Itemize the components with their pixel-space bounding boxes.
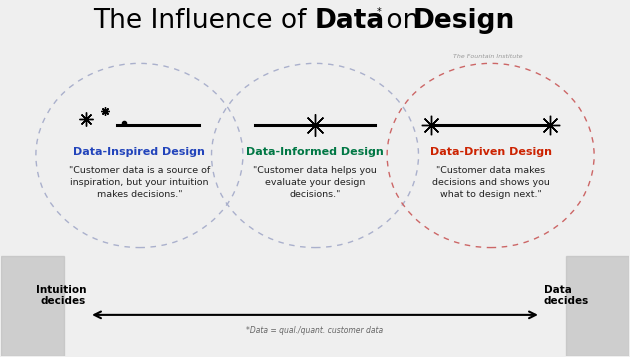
Text: *Data = qual./quant. customer data: *Data = qual./quant. customer data (246, 326, 384, 335)
Text: Intuition
decides: Intuition decides (35, 285, 86, 306)
Text: Design: Design (412, 8, 515, 34)
Text: Data-Informed Design: Data-Informed Design (246, 147, 384, 157)
Text: "Customer data makes
decisions and shows you
what to design next.": "Customer data makes decisions and shows… (432, 166, 549, 200)
Text: *: * (377, 7, 381, 17)
Text: Data: Data (315, 8, 386, 34)
Text: on: on (378, 8, 428, 34)
Text: Data
decides: Data decides (544, 285, 589, 306)
Text: "Customer data is a source of
inspiration, but your intuition
makes decisions.": "Customer data is a source of inspiratio… (69, 166, 210, 200)
Text: Data-Driven Design: Data-Driven Design (430, 147, 552, 157)
Bar (566, 256, 629, 356)
Text: "Customer data helps you
evaluate your design
decisions.": "Customer data helps you evaluate your d… (253, 166, 377, 200)
Text: The Influence of: The Influence of (93, 8, 315, 34)
Text: The Fountain Institute: The Fountain Institute (453, 54, 523, 59)
Text: Data-Inspired Design: Data-Inspired Design (74, 147, 205, 157)
Bar (1, 256, 64, 356)
